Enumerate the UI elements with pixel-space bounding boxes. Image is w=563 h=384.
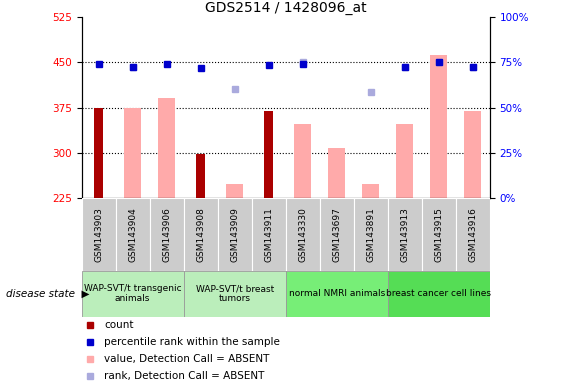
Title: GDS2514 / 1428096_at: GDS2514 / 1428096_at xyxy=(205,1,367,15)
Text: disease state  ▶: disease state ▶ xyxy=(6,289,89,299)
Bar xyxy=(218,198,252,271)
Bar xyxy=(115,198,150,271)
Bar xyxy=(94,108,104,198)
Text: value, Detection Call = ABSENT: value, Detection Call = ABSENT xyxy=(104,354,270,364)
Bar xyxy=(252,198,286,271)
Text: GSM143906: GSM143906 xyxy=(162,207,171,262)
Bar xyxy=(264,111,274,198)
Text: GSM143904: GSM143904 xyxy=(128,207,137,262)
Bar xyxy=(184,271,286,317)
Bar xyxy=(124,108,141,198)
Bar xyxy=(196,154,205,198)
Text: GSM143903: GSM143903 xyxy=(94,207,103,262)
Text: rank, Detection Call = ABSENT: rank, Detection Call = ABSENT xyxy=(104,371,265,381)
Text: GSM143891: GSM143891 xyxy=(367,207,376,262)
Text: WAP-SVT/t breast
tumors: WAP-SVT/t breast tumors xyxy=(195,284,274,303)
Bar xyxy=(320,198,354,271)
Bar xyxy=(82,198,115,271)
Text: GSM143911: GSM143911 xyxy=(264,207,273,262)
Bar xyxy=(456,198,490,271)
Bar xyxy=(354,198,388,271)
Bar xyxy=(388,271,490,317)
Bar xyxy=(362,184,379,198)
Text: GSM143908: GSM143908 xyxy=(196,207,205,262)
Text: count: count xyxy=(104,320,133,330)
Bar xyxy=(82,271,184,317)
Bar xyxy=(430,55,447,198)
Bar xyxy=(82,198,490,271)
Text: GSM143915: GSM143915 xyxy=(434,207,443,262)
Text: GSM143913: GSM143913 xyxy=(400,207,409,262)
Text: WAP-SVT/t transgenic
animals: WAP-SVT/t transgenic animals xyxy=(84,284,181,303)
Bar xyxy=(422,198,456,271)
Bar xyxy=(285,271,388,317)
Bar xyxy=(294,124,311,198)
Text: GSM143697: GSM143697 xyxy=(332,207,341,262)
Text: normal NMRI animals: normal NMRI animals xyxy=(289,289,385,298)
Bar xyxy=(464,111,481,198)
Bar xyxy=(328,148,345,198)
Text: GSM143916: GSM143916 xyxy=(468,207,477,262)
Bar xyxy=(285,198,320,271)
Bar xyxy=(226,184,243,198)
Bar xyxy=(396,124,413,198)
Text: percentile rank within the sample: percentile rank within the sample xyxy=(104,337,280,347)
Text: GSM143330: GSM143330 xyxy=(298,207,307,262)
Bar xyxy=(388,198,422,271)
Text: breast cancer cell lines: breast cancer cell lines xyxy=(386,289,491,298)
Bar xyxy=(158,99,175,198)
Text: GSM143909: GSM143909 xyxy=(230,207,239,262)
Bar xyxy=(184,198,218,271)
Bar xyxy=(150,198,184,271)
